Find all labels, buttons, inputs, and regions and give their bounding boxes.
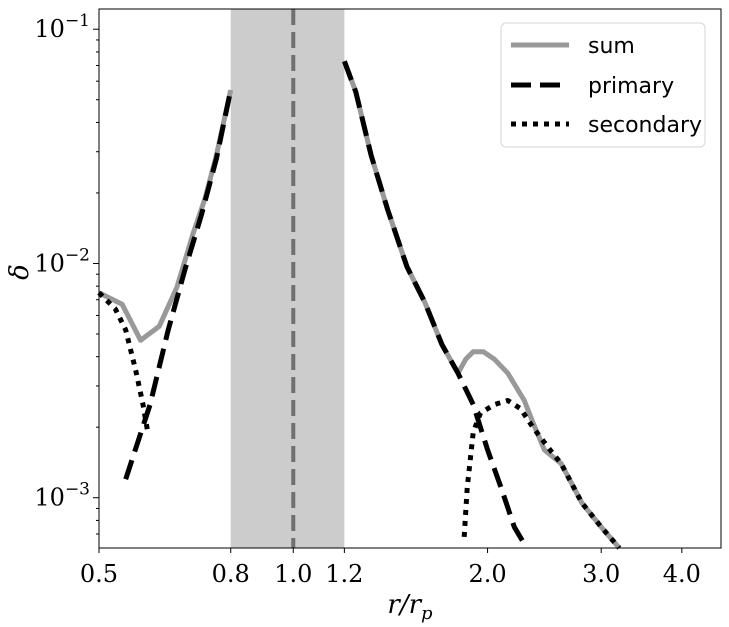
legend-label-primary: primary bbox=[588, 74, 674, 99]
y-tick-label: 10−3 bbox=[34, 480, 90, 512]
x-axis-label: r/rp bbox=[387, 590, 433, 624]
series-primary-line bbox=[123, 89, 234, 480]
legend: sum primary secondary bbox=[500, 22, 706, 148]
x-tick-label: 3.0 bbox=[582, 560, 620, 588]
x-tick-label: 1.0 bbox=[274, 560, 312, 588]
series-secondary-line bbox=[461, 398, 622, 550]
x-tick-label: 0.8 bbox=[212, 560, 250, 588]
plot-frame bbox=[98, 8, 722, 549]
legend-label-sum: sum bbox=[588, 34, 635, 59]
x-tick-label: 1.2 bbox=[325, 560, 363, 588]
x-tick-label: 2.0 bbox=[468, 560, 506, 588]
legend-box bbox=[500, 22, 706, 148]
series-sum-line bbox=[97, 89, 234, 343]
shaded-region bbox=[230, 9, 345, 548]
x-tick-label: 4.0 bbox=[663, 560, 701, 588]
x-tick-label: 0.5 bbox=[80, 560, 118, 588]
y-axis-label: δ bbox=[5, 264, 35, 280]
y-tick-label: 10−1 bbox=[34, 11, 90, 43]
shaded-region-layer bbox=[230, 9, 345, 548]
series-secondary-line bbox=[97, 290, 151, 433]
series-primary-line bbox=[342, 60, 529, 550]
y-tick-label: 10−2 bbox=[34, 245, 90, 277]
tick-layer: 0.5 0.8 1.0 1.2 2.0 3.0 4.0 10−1 10−2 10−3 bbox=[34, 11, 701, 588]
legend-label-secondary: secondary bbox=[588, 113, 702, 138]
series-layer bbox=[97, 60, 622, 550]
